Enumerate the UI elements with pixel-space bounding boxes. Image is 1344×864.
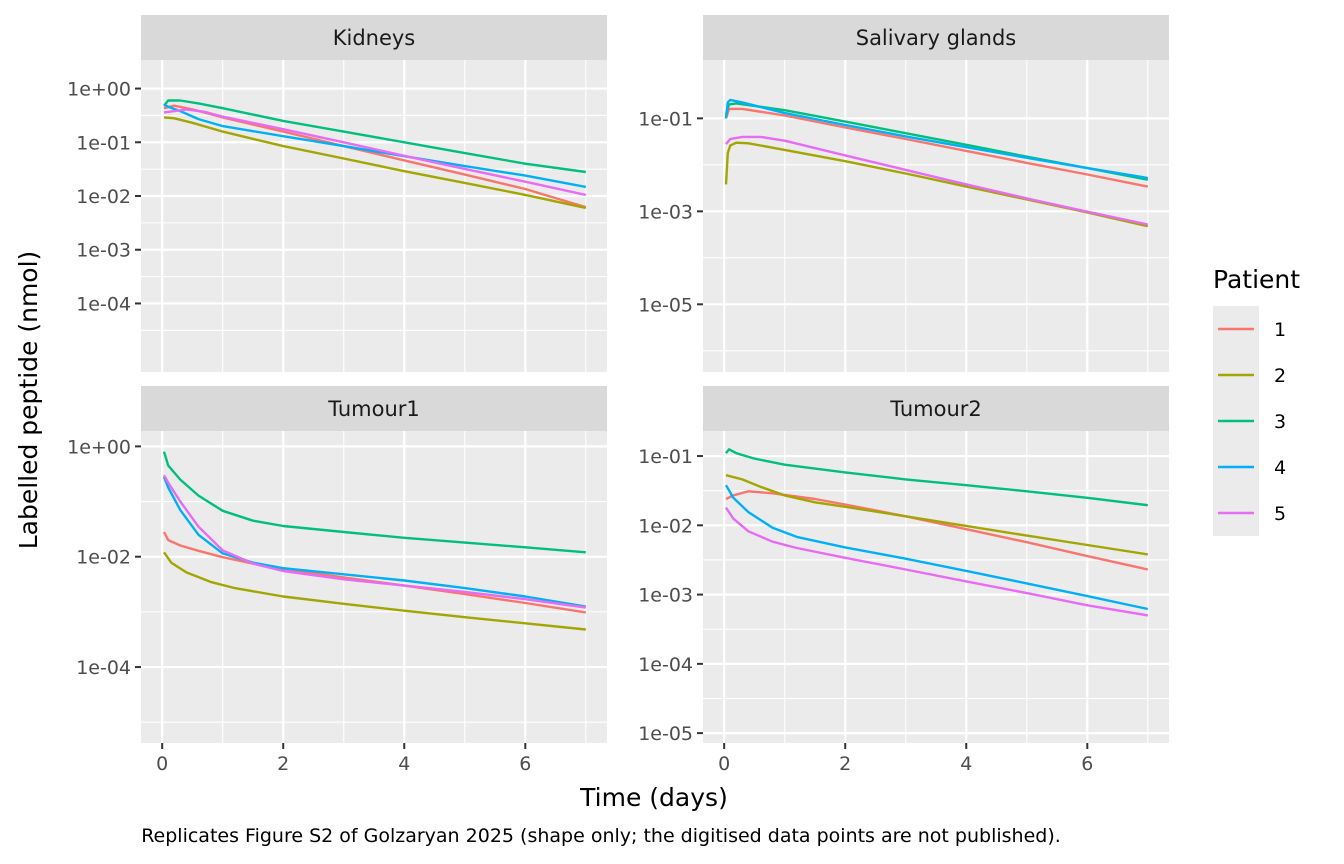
y-tick-label: 1e-03 (638, 201, 693, 223)
panel-salivary-glands: Salivary glands 1e-01 1e-03 1e-05 (638, 15, 1169, 372)
legend: Patient 1 2 3 4 5 (1213, 265, 1300, 536)
y-tick-label: 1e-01 (76, 132, 131, 154)
series-group (163, 99, 587, 210)
x-axis-title: Time (days) (579, 783, 728, 812)
series-line-patient-3 (162, 451, 586, 554)
series-line-patient-4 (724, 98, 1148, 180)
legend-label: 5 (1274, 503, 1286, 525)
x-tick-label: 6 (519, 753, 531, 775)
series-group (724, 98, 1149, 228)
series-line-patient-2 (163, 551, 586, 631)
y-axis-title: Labelled peptide (nmol) (14, 251, 43, 550)
legend-item-4: 4 (1213, 444, 1286, 490)
facet-title-kidneys: Kidneys (333, 26, 416, 50)
series-line-patient-4 (162, 476, 586, 608)
caption: Replicates Figure S2 of Golzaryan 2025 (… (141, 825, 1061, 847)
x-tick-label: 4 (960, 753, 972, 775)
facet-strip (703, 386, 1169, 431)
y-tick-label: 1e-03 (638, 585, 693, 607)
series-line-patient-2 (163, 116, 587, 210)
y-tick-label: 1e-04 (76, 293, 131, 315)
grid (703, 60, 1169, 372)
x-tick-label: 6 (1081, 753, 1093, 775)
grid (703, 431, 1169, 743)
facet-title-tumour2: Tumour2 (889, 397, 982, 421)
y-tick-label: 1e-04 (76, 657, 131, 679)
y-tick-label: 1e-02 (638, 515, 693, 537)
x-tick-label: 4 (398, 753, 410, 775)
legend-label: 2 (1274, 365, 1286, 387)
legend-label: 4 (1274, 457, 1286, 479)
facet-title-salivary-glands: Salivary glands (856, 26, 1017, 50)
facet-strip (703, 15, 1169, 60)
facet-strip (141, 386, 607, 431)
panel-kidneys: Kidneys 1e+00 1e-01 1e-02 1e-03 1e-04 (67, 15, 607, 372)
y-tick-label: 1e+00 (67, 436, 131, 458)
series-line-patient-5 (725, 506, 1148, 617)
panel-tumour1: Tumour1 1e+00 1e-02 1e-04 0 2 4 6 (67, 386, 607, 775)
y-tick-label: 1e-03 (76, 240, 131, 262)
series-line-patient-1 (163, 104, 587, 209)
series-line-patient-1 (724, 107, 1149, 188)
y-tick-label: 1e-05 (638, 294, 693, 316)
y-tick-label: 1e-02 (76, 547, 131, 569)
series-line-patient-3 (163, 99, 586, 174)
series-line-patient-5 (725, 135, 1149, 226)
y-tick-label: 1e-01 (638, 446, 693, 468)
legend-label: 1 (1274, 319, 1286, 341)
legend-item-1: 1 (1213, 306, 1286, 352)
x-tick-label: 2 (839, 753, 851, 775)
x-tick-label: 2 (277, 753, 289, 775)
panel-tumour2: Tumour2 1e-01 1e-02 1e-03 1e-04 1e-05 0 2 4 6 (638, 386, 1169, 775)
x-tick-label: 0 (718, 753, 730, 775)
series-line-patient-4 (724, 484, 1149, 611)
legend-title: Patient (1213, 265, 1300, 294)
facet-strip (141, 15, 607, 60)
series-line-patient-2 (725, 474, 1148, 556)
series-line-patient-3 (725, 448, 1148, 507)
legend-item-2: 2 (1213, 352, 1286, 398)
y-tick-label: 1e+00 (67, 79, 131, 101)
series-group (724, 448, 1149, 617)
x-tick-label: 0 (156, 753, 168, 775)
series-line-patient-5 (162, 474, 586, 609)
legend-label: 3 (1274, 411, 1286, 433)
series-line-patient-1 (725, 490, 1149, 571)
series-group (162, 451, 586, 631)
legend-item-3: 3 (1213, 398, 1286, 444)
legend-item-5: 5 (1213, 490, 1286, 536)
y-tick-label: 1e-05 (638, 723, 693, 745)
panel-background (703, 431, 1169, 743)
y-tick-label: 1e-01 (638, 108, 693, 130)
panel-background (141, 60, 607, 372)
panels-layer: Kidneys 1e+00 1e-01 1e-02 1e-03 1e-04 Salivary… (67, 15, 1169, 775)
facet-title-tumour1: Tumour1 (327, 397, 420, 421)
panel-background (141, 431, 607, 743)
y-tick-label: 1e-04 (638, 654, 693, 676)
y-tick-label: 1e-02 (76, 186, 131, 208)
series-line-patient-5 (163, 108, 587, 197)
